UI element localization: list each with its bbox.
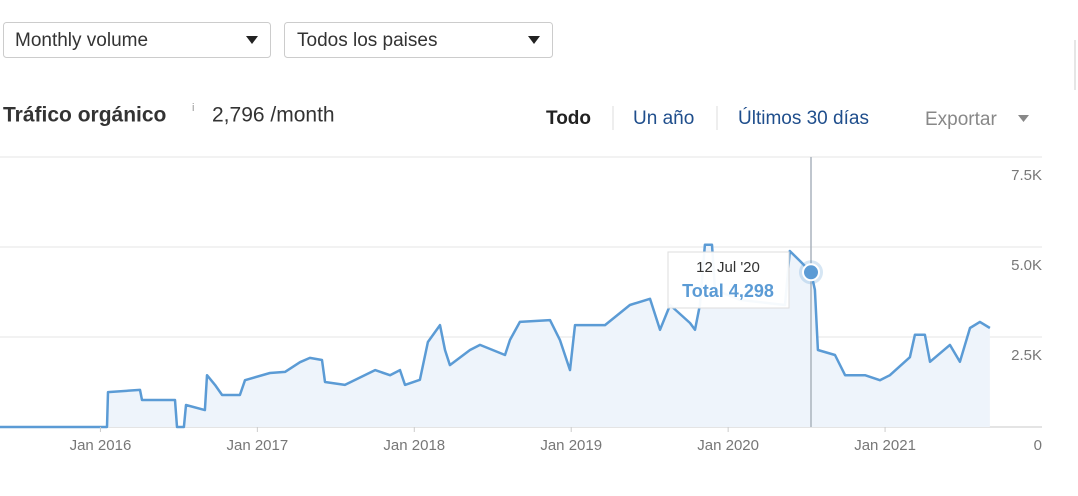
tab[interactable]: Todo <box>546 108 591 129</box>
x-tick-label: Jan 2017 <box>226 437 288 454</box>
tooltip <box>667 251 790 309</box>
line <box>0 243 991 429</box>
export-button[interactable]: Exportar <box>925 109 997 130</box>
tab[interactable]: Un año <box>633 108 694 129</box>
dropdown-arrow <box>246 36 258 44</box>
tooltip-total: Total 4,298 <box>682 281 774 301</box>
x-tick-label: Jan 2020 <box>697 437 759 454</box>
x-tick-label: Jan 2021 <box>854 437 916 454</box>
x-tick-label: Jan 2018 <box>383 437 445 454</box>
y-tick-label: 0 <box>1034 437 1042 454</box>
volume-label: Monthly volume <box>15 30 148 51</box>
tooltip-date: 12 Jul '20 <box>696 259 760 276</box>
summary: 2,796 /month <box>212 104 335 127</box>
dropdown-arrow <box>528 36 540 44</box>
country-label: Todos los paises <box>297 30 437 51</box>
info-icon[interactable]: i <box>192 102 194 114</box>
plot: 0 2.5K 5.0K 7.5K Jan 2016 Jan 2017 Jan 2018 Jan… <box>0 156 1042 454</box>
area <box>0 244 990 427</box>
volume-dropdown[interactable] <box>3 22 271 58</box>
export-arrow <box>1018 115 1029 122</box>
y-tick-label: 5.0K <box>1011 257 1042 274</box>
y-tick-label: 7.5K <box>1011 167 1042 184</box>
x-tick-label: Jan 2016 <box>70 437 132 454</box>
tab[interactable]: Últimos 30 días <box>738 107 869 129</box>
highlight-point <box>802 263 821 282</box>
x-tick-label: Jan 2019 <box>540 437 602 454</box>
section-title: Tráfico orgánico <box>3 104 166 127</box>
y-tick-label: 2.5K <box>1011 347 1042 364</box>
country-dropdown[interactable] <box>284 22 553 58</box>
